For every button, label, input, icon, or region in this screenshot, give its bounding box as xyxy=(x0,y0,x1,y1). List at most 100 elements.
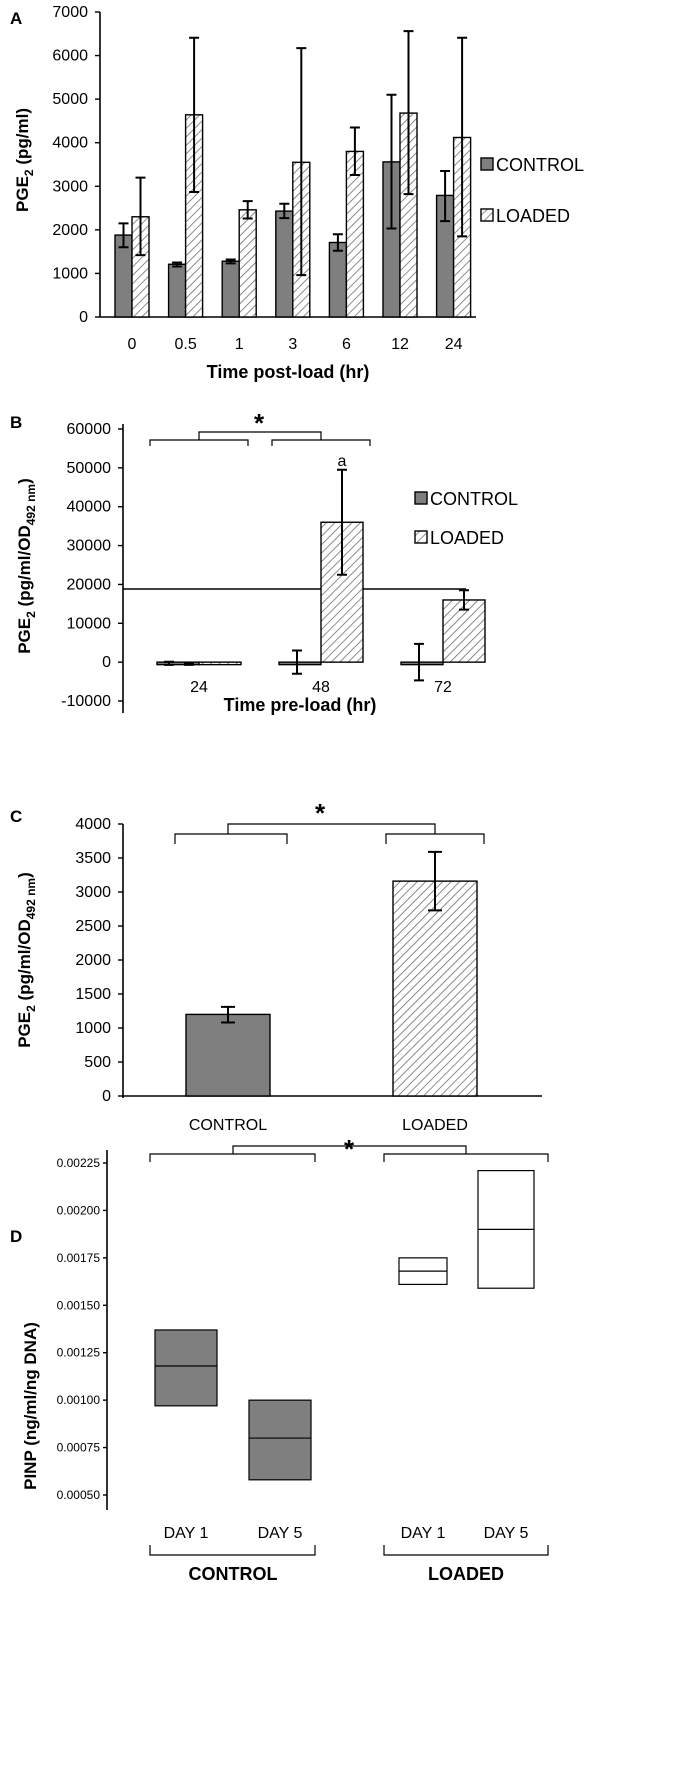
y-tick-label: 2000 xyxy=(52,222,88,239)
panel-d-group-brackets: CONTROL LOADED xyxy=(150,1545,548,1584)
panel-a: A PGE2 (pg/ml) 0 1000 2000 3000 4000 5000 6000… xyxy=(10,4,584,382)
box-x-label: DAY 1 xyxy=(401,1525,446,1542)
x-tick-label: 6 xyxy=(342,336,351,353)
panel-c-bars xyxy=(186,852,477,1096)
box-x-label: DAY 1 xyxy=(164,1525,209,1542)
bar-b-control xyxy=(401,662,443,665)
panel-a-bars xyxy=(115,31,471,317)
panel-b-xlabel: Time pre-load (hr) xyxy=(224,695,377,715)
panel-a-letter: A xyxy=(10,9,22,28)
y-tick-label: 2000 xyxy=(75,952,111,969)
panel-b-ylabel: PGE2 (pg/ml/OD492 nm) xyxy=(15,478,38,654)
bar-c-control xyxy=(186,1014,270,1096)
panel-a-xlabel: Time post-load (hr) xyxy=(207,362,370,382)
bar-a-control xyxy=(276,211,293,317)
x-tick-label: 72 xyxy=(434,679,452,696)
box-control-day5 xyxy=(249,1400,311,1480)
panel-d-x-labels: DAY 1 DAY 5 DAY 1 DAY 5 xyxy=(164,1525,529,1542)
y-tick-label: 0 xyxy=(79,309,88,326)
panel-b: B PGE2 (pg/ml/OD492 nm) -10000 0 10000 2000… xyxy=(10,408,518,715)
bracket-d-left xyxy=(150,1154,315,1162)
panel-d-ylabel: PINP (ng/ml/ng DNA) xyxy=(21,1322,40,1490)
figure: A PGE2 (pg/ml) 0100020003000400050006000… xyxy=(0,0,686,1784)
x-tick-label: 24 xyxy=(190,679,208,696)
x-tick-label: 0.5 xyxy=(174,336,196,353)
panel-a-ylabel: PGE2 (pg/ml) xyxy=(13,108,36,212)
group-label-loaded: LOADED xyxy=(428,1564,504,1584)
x-tick-label: CONTROL xyxy=(189,1117,267,1134)
bar-c-loaded xyxy=(393,881,477,1096)
bracket-b-left xyxy=(150,440,248,446)
panel-a-legend: CONTROL LOADED xyxy=(481,155,584,226)
y-tick-label: 2500 xyxy=(75,918,111,935)
bar-a-loaded xyxy=(239,210,256,317)
x-tick-label: LOADED xyxy=(402,1117,468,1134)
panel-c-x-ticks: CONTROL LOADED xyxy=(189,1117,468,1134)
x-tick-label: 24 xyxy=(445,336,463,353)
significance-b-star: * xyxy=(254,408,265,438)
bracket-d-right xyxy=(384,1154,548,1162)
panel-d-boxes xyxy=(155,1171,534,1480)
panel-c-letter: C xyxy=(10,807,22,826)
y-tick-label: 0.00075 xyxy=(57,1441,101,1455)
panel-d-significance: * xyxy=(150,1134,548,1164)
y-tick-label: 3500 xyxy=(75,850,111,867)
box-x-label: DAY 5 xyxy=(258,1525,303,1542)
group-label-control: CONTROL xyxy=(189,1564,278,1584)
panel-c: C PGE2 (pg/ml/OD492 nm) 0 500 1000 1500 2000… xyxy=(10,798,542,1134)
x-tick-label: 12 xyxy=(391,336,409,353)
bracket-c-top xyxy=(228,824,435,834)
x-tick-label: 0 xyxy=(128,336,137,353)
bar-a-control xyxy=(169,264,186,317)
bar-a-loaded xyxy=(346,151,363,317)
bar-b-loaded xyxy=(199,662,241,665)
group-bracket-loaded xyxy=(384,1545,548,1555)
box-x-label: DAY 5 xyxy=(484,1525,529,1542)
bar-a-control xyxy=(329,242,346,317)
x-tick-label: 1 xyxy=(235,336,244,353)
bar-a-control xyxy=(222,261,239,317)
bracket-c-left xyxy=(175,834,287,844)
x-tick-label: 48 xyxy=(312,679,330,696)
error-bar-b-loaded xyxy=(184,663,194,665)
panel-c-y-ticks: 0 500 1000 1500 2000 2500 3000 3500 4000 xyxy=(75,816,123,1105)
y-tick-label: 5000 xyxy=(52,91,88,108)
legend-b-loaded-swatch xyxy=(415,531,427,543)
legend-a-control-label: CONTROL xyxy=(496,155,584,175)
bar-b-control xyxy=(279,662,321,665)
y-tick-label: 20000 xyxy=(67,576,112,593)
box-control-day1 xyxy=(155,1330,217,1406)
y-tick-label: 0.00100 xyxy=(57,1393,101,1407)
y-tick-label: 0.00050 xyxy=(57,1488,101,1502)
y-tick-label: 3000 xyxy=(75,884,111,901)
legend-b-control-swatch xyxy=(415,492,427,504)
y-tick-label: 0.00150 xyxy=(57,1298,101,1312)
significance-d-star: * xyxy=(344,1134,355,1164)
legend-a-loaded-swatch xyxy=(481,209,493,221)
panel-b-letter: B xyxy=(10,413,22,432)
y-tick-label: 10000 xyxy=(67,615,112,632)
y-tick-label: 0 xyxy=(102,1088,111,1105)
panel-a-y-ticks: 0 1000 2000 3000 4000 5000 6000 7000 xyxy=(52,4,100,326)
y-tick-label: 0.00200 xyxy=(57,1203,101,1217)
y-tick-label: 60000 xyxy=(67,421,112,438)
y-tick-label: 1500 xyxy=(75,986,111,1003)
panel-c-ylabel: PGE2 (pg/ml/OD492 nm) xyxy=(15,872,38,1048)
legend-b-loaded-label: LOADED xyxy=(430,528,504,548)
x-tick-label: 3 xyxy=(288,336,297,353)
panel-b-legend: CONTROL LOADED xyxy=(415,489,518,548)
significance-c-star: * xyxy=(315,798,326,828)
y-tick-label: -10000 xyxy=(61,693,111,710)
panel-b-significance: * xyxy=(150,408,370,446)
y-tick-label: 1000 xyxy=(75,1020,111,1037)
y-tick-label: 0.00125 xyxy=(57,1346,101,1360)
y-tick-label: 50000 xyxy=(67,460,112,477)
y-tick-label: 3000 xyxy=(52,178,88,195)
bracket-c-right xyxy=(386,834,484,844)
bracket-b-right xyxy=(272,440,370,446)
y-tick-label: 500 xyxy=(84,1054,111,1071)
panel-b-annotation: a xyxy=(338,453,347,470)
y-tick-label: 0.00225 xyxy=(57,1156,101,1170)
y-tick-label: 7000 xyxy=(52,4,88,21)
panel-b-x-ticks: 24 48 72 xyxy=(190,679,452,696)
